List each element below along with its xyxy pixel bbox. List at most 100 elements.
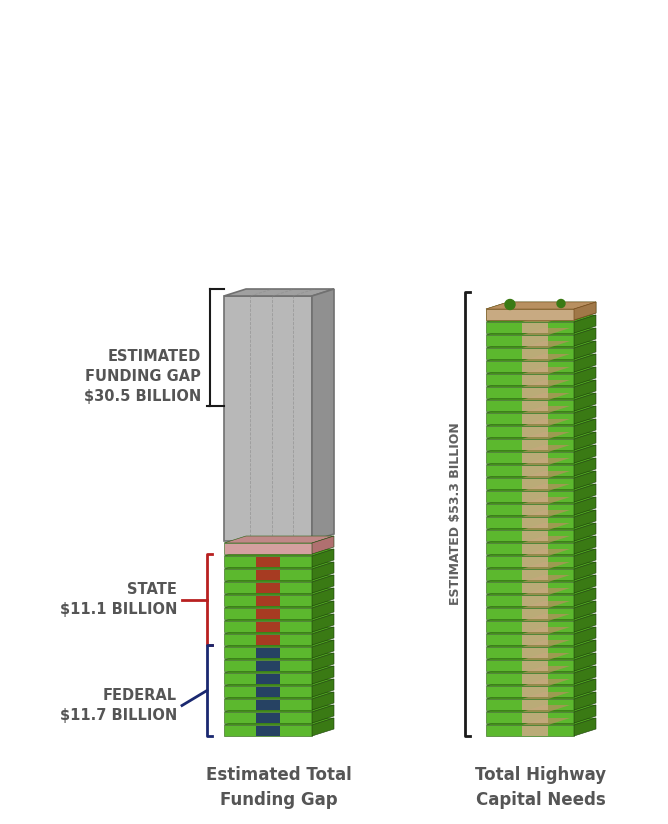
Polygon shape	[522, 692, 570, 699]
Polygon shape	[574, 601, 596, 619]
Polygon shape	[574, 302, 596, 320]
Polygon shape	[224, 296, 312, 541]
Polygon shape	[574, 718, 596, 736]
Polygon shape	[522, 406, 570, 413]
Text: ESTIMATED
FUNDING GAP
$30.5 BILLION: ESTIMATED FUNDING GAP $30.5 BILLION	[84, 349, 201, 404]
Polygon shape	[486, 335, 574, 346]
Polygon shape	[486, 348, 574, 359]
Polygon shape	[486, 406, 596, 413]
Polygon shape	[522, 445, 570, 452]
Polygon shape	[522, 562, 570, 569]
Polygon shape	[486, 699, 574, 710]
Polygon shape	[574, 536, 596, 554]
Polygon shape	[224, 621, 312, 632]
Polygon shape	[522, 484, 570, 491]
Polygon shape	[574, 549, 596, 567]
Polygon shape	[486, 426, 574, 437]
Polygon shape	[486, 523, 596, 530]
Circle shape	[505, 299, 515, 310]
Polygon shape	[224, 660, 312, 671]
Polygon shape	[522, 491, 548, 502]
Polygon shape	[574, 562, 596, 580]
Polygon shape	[522, 575, 570, 582]
Polygon shape	[574, 497, 596, 515]
Polygon shape	[486, 582, 574, 593]
Polygon shape	[486, 679, 596, 686]
Polygon shape	[522, 328, 570, 335]
Polygon shape	[224, 556, 312, 567]
Polygon shape	[486, 692, 596, 699]
Polygon shape	[522, 479, 548, 489]
Polygon shape	[522, 471, 570, 478]
Polygon shape	[522, 510, 570, 517]
Polygon shape	[486, 705, 596, 712]
Polygon shape	[224, 608, 312, 619]
Polygon shape	[256, 661, 281, 671]
Polygon shape	[224, 575, 334, 582]
Circle shape	[557, 299, 565, 307]
Polygon shape	[224, 634, 312, 645]
Polygon shape	[522, 362, 548, 372]
Polygon shape	[224, 725, 312, 736]
Polygon shape	[486, 491, 574, 502]
Polygon shape	[486, 543, 574, 554]
Polygon shape	[486, 666, 596, 673]
Polygon shape	[224, 582, 312, 593]
Polygon shape	[312, 627, 334, 645]
Polygon shape	[522, 588, 570, 595]
Polygon shape	[486, 445, 596, 452]
Polygon shape	[486, 419, 596, 426]
Polygon shape	[486, 595, 574, 606]
Polygon shape	[522, 569, 548, 579]
Polygon shape	[574, 614, 596, 632]
Polygon shape	[256, 608, 281, 619]
Polygon shape	[522, 354, 570, 361]
Polygon shape	[522, 601, 570, 608]
Polygon shape	[312, 718, 334, 736]
Polygon shape	[522, 414, 548, 424]
Polygon shape	[486, 484, 596, 491]
Polygon shape	[312, 536, 334, 554]
Polygon shape	[486, 673, 574, 684]
Polygon shape	[486, 315, 596, 322]
Polygon shape	[486, 374, 574, 385]
Polygon shape	[486, 354, 596, 361]
Polygon shape	[224, 673, 312, 684]
Polygon shape	[522, 661, 548, 671]
Text: Estimated Total
Funding Gap: Estimated Total Funding Gap	[206, 766, 352, 809]
Text: FEDERAL
$11.7 BILLION: FEDERAL $11.7 BILLION	[59, 688, 177, 723]
Polygon shape	[224, 614, 334, 621]
Polygon shape	[256, 648, 281, 658]
Polygon shape	[522, 666, 570, 673]
Polygon shape	[486, 621, 574, 632]
Polygon shape	[522, 718, 570, 725]
Polygon shape	[312, 614, 334, 632]
Polygon shape	[522, 419, 570, 426]
Polygon shape	[312, 575, 334, 593]
Polygon shape	[256, 569, 281, 579]
Polygon shape	[486, 562, 596, 569]
Polygon shape	[224, 718, 334, 725]
Polygon shape	[522, 504, 548, 514]
Polygon shape	[486, 309, 574, 320]
Polygon shape	[486, 452, 574, 463]
Polygon shape	[224, 699, 312, 710]
Polygon shape	[574, 666, 596, 684]
Polygon shape	[312, 705, 334, 723]
Polygon shape	[224, 549, 334, 556]
Polygon shape	[486, 640, 596, 647]
Polygon shape	[522, 432, 570, 439]
Polygon shape	[522, 315, 570, 322]
Polygon shape	[224, 627, 334, 634]
Polygon shape	[256, 673, 281, 683]
Polygon shape	[522, 621, 548, 631]
Polygon shape	[486, 725, 574, 736]
Polygon shape	[522, 497, 570, 504]
Polygon shape	[522, 322, 548, 333]
Polygon shape	[224, 686, 312, 697]
Polygon shape	[224, 692, 334, 699]
Polygon shape	[486, 653, 596, 660]
Polygon shape	[522, 302, 570, 309]
Polygon shape	[224, 569, 312, 580]
Polygon shape	[486, 556, 574, 567]
